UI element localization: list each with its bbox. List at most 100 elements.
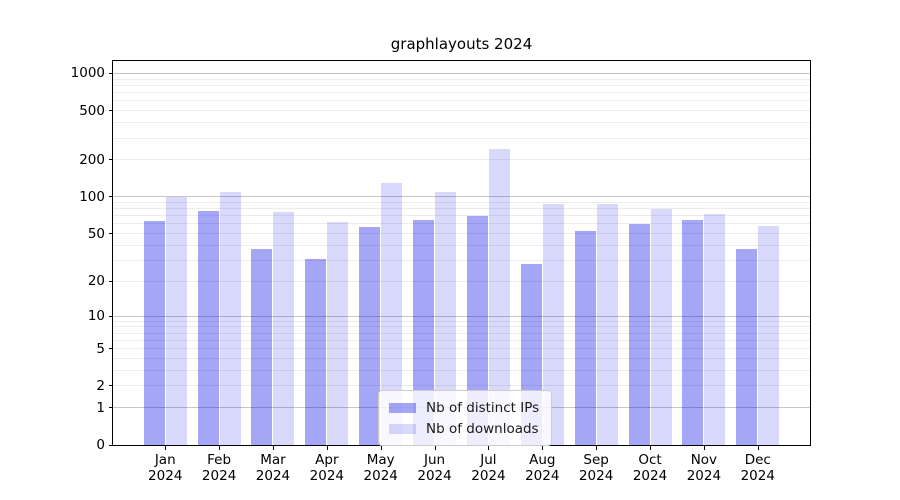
y-tick-label: 500: [79, 102, 105, 119]
legend-item-downloads: Nb of downloads: [389, 418, 543, 439]
x-tick: [757, 446, 759, 450]
bar-distinct-ips: [628, 223, 650, 445]
x-tick: [219, 446, 221, 450]
bar-downloads: [273, 212, 295, 445]
bar-downloads: [435, 191, 457, 445]
gridline-minor: [113, 208, 810, 210]
x-tick-label: Oct 2024: [632, 452, 668, 484]
gridline-minor: [113, 259, 810, 261]
gridline-minor: [113, 280, 810, 282]
gridline-minor: [113, 339, 810, 341]
y-tick-label: 10: [87, 308, 105, 325]
bar-distinct-ips: [359, 226, 381, 445]
y-tick: [109, 444, 113, 446]
x-tick: [488, 446, 490, 450]
x-tick: [542, 446, 544, 450]
y-tick: [109, 196, 113, 198]
bar-distinct-ips: [305, 258, 327, 445]
gridline-major: [113, 72, 810, 74]
bar-downloads: [219, 191, 241, 445]
y-tick: [109, 72, 113, 74]
x-tick: [272, 446, 274, 450]
x-tick-label: Mar 2024: [255, 452, 291, 484]
bar-distinct-ips: [736, 249, 758, 445]
chart-title: graphlayouts 2024: [390, 35, 533, 53]
y-tick: [109, 280, 113, 282]
y-tick-label: 20: [87, 273, 105, 290]
legend-swatch-distinct-ips: [389, 402, 416, 413]
y-tick-label: 50: [87, 225, 105, 242]
bar-distinct-ips: [143, 221, 165, 445]
x-tick-label: Dec 2024: [740, 452, 775, 484]
gridline-minor: [113, 92, 810, 94]
legend-label: Nb of downloads: [426, 420, 539, 437]
gridline-minor: [113, 385, 810, 387]
x-tick: [703, 446, 705, 450]
y-tick: [109, 385, 113, 387]
y-tick-label: 0: [96, 437, 105, 453]
gridline-minor: [113, 244, 810, 246]
x-tick-label: Sep 2024: [578, 452, 614, 484]
gridline-minor: [113, 215, 810, 217]
gridline-minor: [113, 159, 810, 161]
legend-swatch-downloads: [389, 423, 416, 434]
y-tick-label: 1000: [70, 65, 105, 82]
x-tick-label: Aug 2024: [525, 452, 560, 484]
gridline-major: [113, 196, 810, 198]
x-tick-label: May 2024: [363, 452, 398, 484]
bar-distinct-ips: [197, 210, 219, 445]
x-tick-label: Jun 2024: [417, 452, 452, 484]
x-tick-label: Feb 2024: [201, 452, 237, 484]
y-tick: [109, 315, 113, 317]
gridline-minor: [113, 326, 810, 328]
x-tick-label: Nov 2024: [686, 452, 722, 484]
x-tick: [326, 446, 328, 450]
gridline-minor: [113, 201, 810, 203]
x-tick-label: Jan 2024: [148, 452, 183, 484]
y-tick-label: 1: [96, 399, 105, 416]
gridline-minor: [113, 233, 810, 235]
y-tick: [109, 407, 113, 409]
bar-distinct-ips: [466, 215, 488, 445]
bar-downloads: [704, 214, 726, 445]
y-tick: [109, 348, 113, 350]
gridline-minor: [113, 122, 810, 124]
x-tick: [434, 446, 436, 450]
bar-downloads: [596, 204, 618, 445]
gridline-minor: [113, 369, 810, 371]
bar-downloads: [758, 225, 780, 445]
bar-downloads: [381, 182, 403, 445]
bar-downloads: [488, 148, 510, 445]
gridline-minor: [113, 137, 810, 139]
legend-label: Nb of distinct IPs: [426, 399, 540, 416]
gridline-minor: [113, 78, 810, 80]
gridline-minor: [113, 223, 810, 225]
y-tick: [109, 233, 113, 235]
gridline-minor: [113, 100, 810, 102]
y-tick: [109, 159, 113, 161]
y-tick: [109, 110, 113, 112]
bar-distinct-ips: [251, 249, 273, 445]
gridline-minor: [113, 357, 810, 359]
gridline-major: [113, 315, 810, 317]
legend-item-distinct-ips: Nb of distinct IPs: [389, 397, 543, 418]
bar-distinct-ips: [682, 219, 704, 445]
bar-downloads: [650, 208, 672, 445]
x-tick-label: Jul 2024: [471, 452, 506, 484]
x-tick: [596, 446, 598, 450]
legend: Nb of distinct IPs Nb of downloads: [378, 390, 552, 446]
y-tick-label: 100: [79, 188, 105, 205]
y-tick-label: 200: [79, 151, 105, 168]
gridline-minor: [113, 332, 810, 334]
gridline-minor: [113, 320, 810, 322]
x-tick: [165, 446, 167, 450]
y-tick-label: 5: [96, 340, 105, 357]
x-tick: [650, 446, 652, 450]
bar-distinct-ips: [574, 231, 596, 445]
x-tick: [380, 446, 382, 450]
bar-downloads: [165, 196, 187, 445]
y-tick-label: 2: [96, 377, 105, 394]
gridline-minor: [113, 110, 810, 112]
gridline-minor: [113, 84, 810, 86]
